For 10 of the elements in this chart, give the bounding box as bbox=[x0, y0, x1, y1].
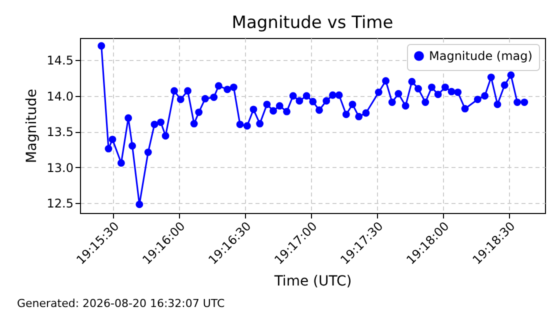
y-axis-title: Magnitude bbox=[24, 88, 40, 164]
y-tick-label: 13.5 bbox=[46, 125, 74, 140]
text: Generated: 2026-08-20 16:32:07 UTC bbox=[17, 297, 225, 310]
x-axis-title: Time (UTC) bbox=[273, 273, 352, 290]
chart-title: Magnitude vs Time bbox=[232, 13, 394, 33]
y-tick-label: 14.0 bbox=[46, 89, 74, 104]
legend-label: Magnitude (mag) bbox=[429, 49, 532, 63]
y-tick-label: 14.5 bbox=[46, 54, 74, 68]
y-tick-label: 13.0 bbox=[46, 160, 74, 175]
y-tick-label: 12.5 bbox=[46, 196, 74, 210]
